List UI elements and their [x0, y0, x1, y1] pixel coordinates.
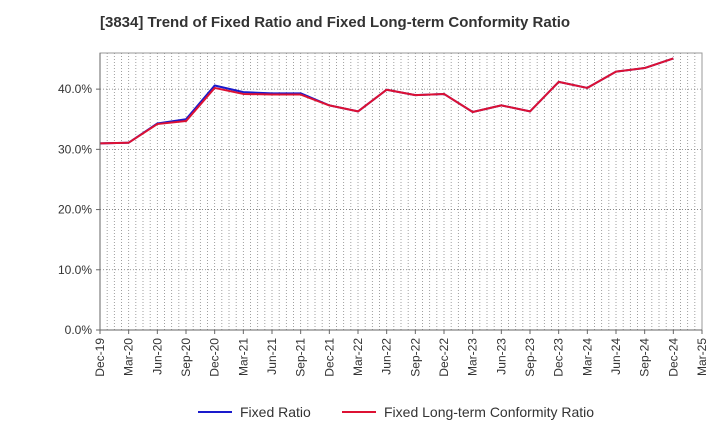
x-tick-label: Jun-24	[609, 338, 623, 375]
legend-label: Fixed Ratio	[240, 404, 311, 420]
x-tick-label: Dec-20	[208, 338, 222, 377]
x-tick-label: Sep-22	[408, 338, 422, 377]
x-tick-label: Dec-24	[666, 338, 680, 377]
x-tick-label: Mar-24	[580, 338, 594, 376]
legend: Fixed Ratio Fixed Long-term Conformity Ra…	[0, 404, 720, 426]
series-lines	[99, 57, 674, 145]
x-tick-label: Mar-23	[466, 338, 480, 376]
axes: 0.0% 10.0% 20.0% 30.0% 40.0% Dec-19 Mar-20 Jun-…	[58, 53, 709, 377]
legend-swatch	[198, 411, 232, 413]
series-line-fixed-long-term-conformity-ratio	[99, 57, 674, 145]
x-tick-label: Mar-20	[122, 338, 136, 376]
x-tick-label: Dec-19	[93, 338, 107, 377]
x-tick-label: Jun-23	[494, 338, 508, 375]
y-tick-label: 30.0%	[58, 142, 92, 156]
grid	[99, 52, 703, 331]
y-tick-label: 0.0%	[65, 323, 93, 337]
x-tick-label: Mar-25	[695, 338, 709, 376]
legend-swatch	[342, 411, 376, 413]
chart-title: [3834] Trend of Fixed Ratio and Fixed Lo…	[100, 14, 571, 31]
x-tick-label: Jun-22	[380, 338, 394, 375]
x-tick-label: Jun-21	[265, 338, 279, 375]
x-tick-label: Dec-22	[437, 338, 451, 377]
x-tick-label: Sep-20	[179, 338, 193, 377]
x-tick-label: Sep-21	[294, 338, 308, 377]
y-tick-label: 10.0%	[58, 263, 92, 277]
x-tick-label: Mar-21	[236, 338, 250, 376]
x-tick-label: Mar-22	[351, 338, 365, 376]
x-tick-label: Jun-20	[150, 338, 164, 375]
x-tick-label: Sep-24	[638, 338, 652, 377]
x-tick-label: Dec-21	[322, 338, 336, 377]
y-tick-label: 20.0%	[58, 203, 92, 217]
x-tick-label: Sep-23	[523, 338, 537, 377]
x-tick-label: Dec-23	[552, 338, 566, 377]
y-tick-label: 40.0%	[58, 82, 92, 96]
legend-item: Fixed Long-term Conformity Ratio	[342, 404, 594, 420]
legend-item: Fixed Ratio	[198, 404, 311, 420]
legend-label: Fixed Long-term Conformity Ratio	[384, 404, 595, 420]
